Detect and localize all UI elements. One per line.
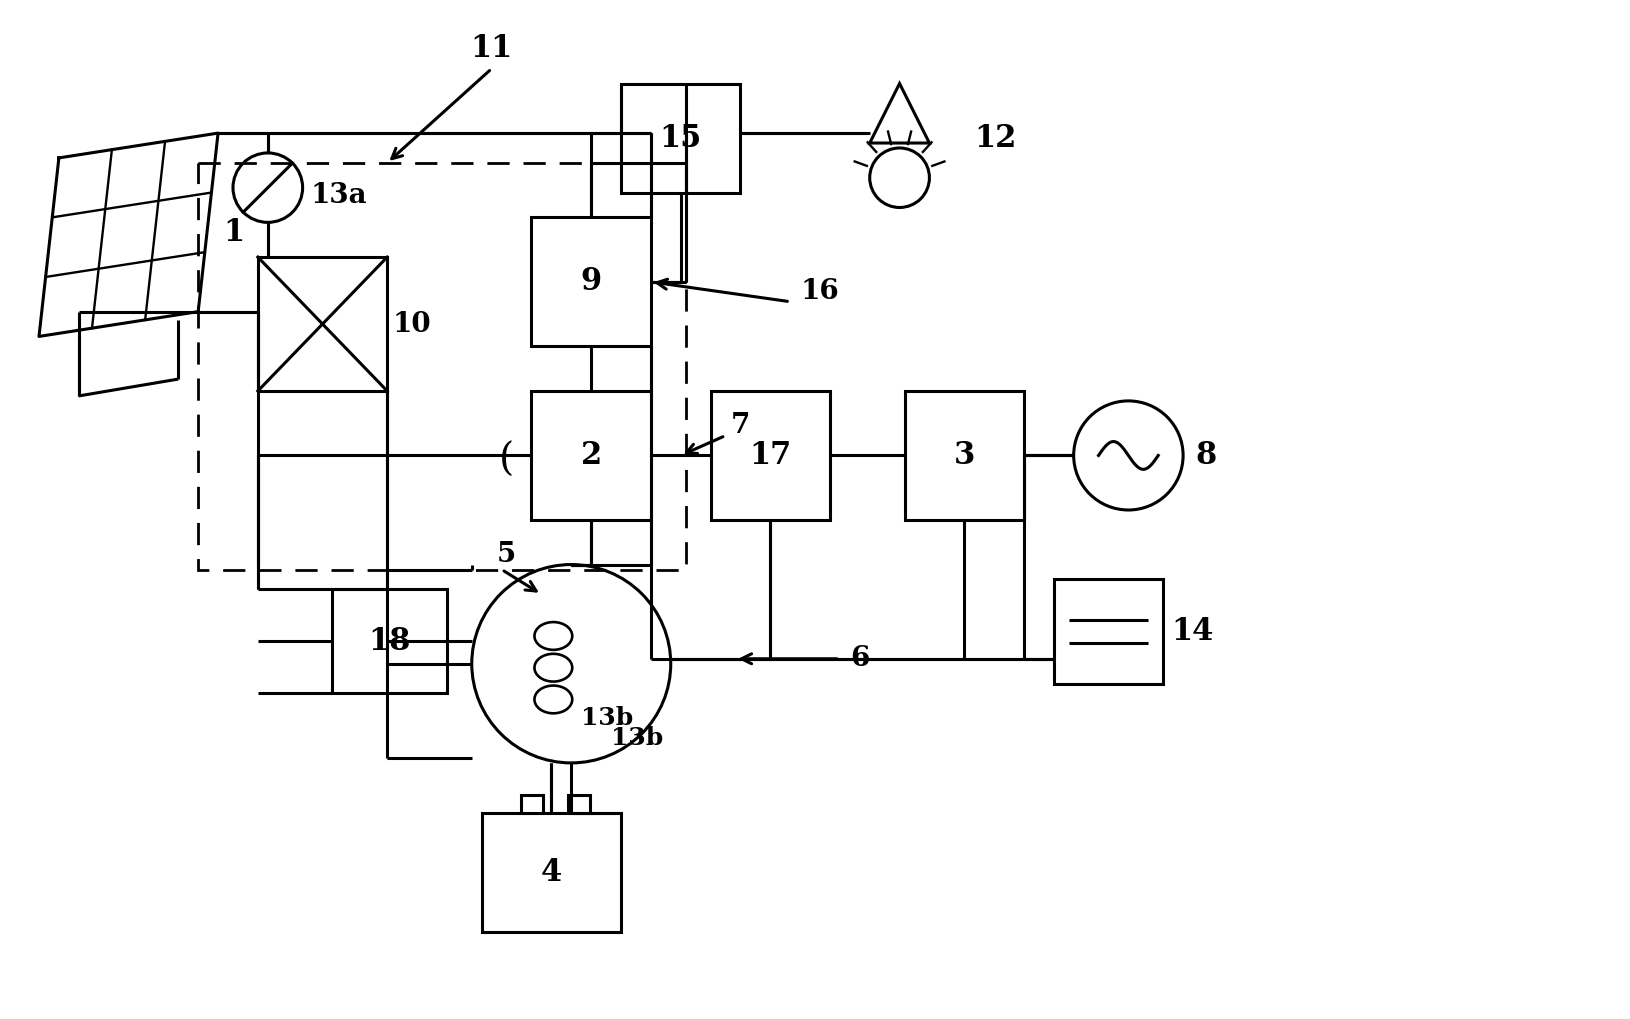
Text: (: (	[499, 442, 513, 479]
Text: 18: 18	[368, 626, 411, 657]
Text: 2: 2	[580, 440, 601, 471]
Text: 4: 4	[541, 857, 562, 888]
Text: 5: 5	[497, 541, 515, 569]
Bar	[531, 391, 650, 520]
Bar	[258, 257, 388, 391]
Text: 13b: 13b	[611, 727, 663, 750]
Text: 17: 17	[750, 440, 791, 471]
Bar	[905, 391, 1024, 520]
Text: 10: 10	[393, 311, 430, 337]
Bar	[531, 217, 650, 346]
Bar	[711, 391, 830, 520]
Bar	[199, 163, 686, 570]
Bar	[621, 84, 740, 193]
Text: 14: 14	[1172, 616, 1214, 647]
Text: 15: 15	[660, 122, 703, 154]
Text: 1: 1	[223, 217, 244, 248]
Text: 6: 6	[849, 645, 869, 673]
Bar	[520, 795, 543, 812]
Text: 3: 3	[954, 440, 975, 471]
Text: 13a: 13a	[311, 182, 367, 209]
Bar	[1053, 580, 1164, 684]
Text: 12: 12	[975, 122, 1017, 154]
Text: 16: 16	[800, 278, 839, 306]
Bar	[333, 589, 447, 694]
Text: 9: 9	[580, 266, 601, 298]
Text: 8: 8	[1195, 440, 1216, 471]
Bar	[569, 795, 590, 812]
Text: 11: 11	[471, 34, 513, 64]
Text: 7: 7	[730, 413, 750, 439]
Bar	[482, 812, 621, 931]
Text: 13b: 13b	[582, 706, 634, 731]
